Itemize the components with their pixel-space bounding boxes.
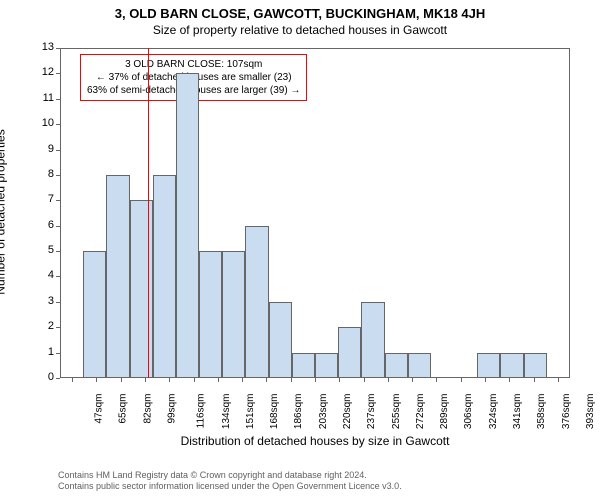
y-tick: [56, 150, 60, 151]
x-tick: [436, 378, 437, 382]
y-tick-label: 7: [30, 193, 54, 205]
annotation-line-1: 3 OLD BARN CLOSE: 107sqm: [87, 58, 300, 71]
x-tick: [145, 378, 146, 382]
y-tick-label: 9: [30, 143, 54, 155]
x-tick: [169, 378, 170, 382]
y-tick-label: 8: [30, 168, 54, 180]
x-tick: [534, 378, 535, 382]
histogram-bar: [176, 73, 199, 378]
x-tick-label: 272sqm: [415, 394, 426, 430]
histogram-bar: [130, 200, 153, 378]
y-tick: [56, 200, 60, 201]
x-tick-label: 237sqm: [366, 394, 377, 430]
histogram-bar: [292, 353, 315, 378]
histogram-bar: [477, 353, 500, 378]
marker-line: [148, 48, 149, 378]
y-tick-label: 10: [30, 117, 54, 129]
histogram-bar: [245, 226, 268, 378]
x-tick: [315, 378, 316, 382]
y-tick: [56, 378, 60, 379]
y-tick-label: 5: [30, 244, 54, 256]
x-tick: [485, 378, 486, 382]
x-tick-label: 376sqm: [561, 394, 572, 430]
footer-line-1: Contains HM Land Registry data © Crown c…: [58, 470, 402, 481]
x-tick-label: 324sqm: [488, 394, 499, 430]
x-tick: [364, 378, 365, 382]
x-tick-label: 151sqm: [245, 394, 256, 430]
x-tick: [412, 378, 413, 382]
histogram-bar: [524, 353, 547, 378]
y-tick-label: 6: [30, 219, 54, 231]
x-tick-label: 134sqm: [221, 394, 232, 430]
y-tick: [56, 175, 60, 176]
y-tick: [56, 226, 60, 227]
x-tick: [339, 378, 340, 382]
x-tick-label: 168sqm: [269, 394, 280, 430]
footer-text: Contains HM Land Registry data © Crown c…: [58, 470, 402, 492]
x-tick-label: 358sqm: [536, 394, 547, 430]
x-tick: [96, 378, 97, 382]
x-tick: [121, 378, 122, 382]
histogram-bar: [500, 353, 523, 378]
histogram-bar: [153, 175, 176, 378]
y-tick: [56, 276, 60, 277]
histogram-bar: [83, 251, 106, 378]
y-tick: [56, 124, 60, 125]
chart-title: 3, OLD BARN CLOSE, GAWCOTT, BUCKINGHAM, …: [0, 0, 600, 21]
x-tick-label: 306sqm: [464, 394, 475, 430]
y-tick-label: 0: [30, 371, 54, 383]
histogram-bar: [338, 327, 361, 378]
x-tick-label: 116sqm: [196, 394, 207, 429]
y-tick: [56, 73, 60, 74]
y-tick: [56, 302, 60, 303]
x-tick: [558, 378, 559, 382]
x-axis-label: Distribution of detached houses by size …: [60, 434, 570, 448]
histogram-bar: [315, 353, 338, 378]
x-tick-label: 99sqm: [167, 394, 178, 424]
x-tick-label: 47sqm: [94, 394, 105, 424]
x-tick: [461, 378, 462, 382]
x-tick: [72, 378, 73, 382]
footer-line-2: Contains public sector information licen…: [58, 481, 402, 492]
x-tick-label: 289sqm: [439, 394, 450, 430]
x-tick-label: 65sqm: [118, 394, 129, 424]
x-tick: [509, 378, 510, 382]
x-tick-label: 203sqm: [318, 394, 329, 430]
x-tick-label: 341sqm: [512, 394, 523, 430]
y-tick: [56, 251, 60, 252]
x-tick: [291, 378, 292, 382]
y-tick-label: 13: [30, 41, 54, 53]
histogram-bar: [385, 353, 408, 378]
x-tick: [388, 378, 389, 382]
x-tick: [242, 378, 243, 382]
histogram-bar: [408, 353, 431, 378]
chart-container: 3, OLD BARN CLOSE, GAWCOTT, BUCKINGHAM, …: [0, 0, 600, 500]
x-tick: [218, 378, 219, 382]
x-tick: [266, 378, 267, 382]
x-tick-label: 186sqm: [294, 394, 305, 430]
x-tick-label: 255sqm: [391, 394, 402, 430]
x-tick-label: 82sqm: [142, 394, 153, 424]
y-tick-label: 1: [30, 346, 54, 358]
y-tick: [56, 99, 60, 100]
histogram-bar: [106, 175, 129, 378]
y-tick-label: 2: [30, 320, 54, 332]
y-tick-label: 11: [30, 92, 54, 104]
histogram-bar: [269, 302, 292, 378]
y-tick-label: 12: [30, 66, 54, 78]
chart-subtitle: Size of property relative to detached ho…: [0, 21, 600, 37]
y-tick-label: 4: [30, 269, 54, 281]
histogram-bar: [361, 302, 384, 378]
y-tick-label: 3: [30, 295, 54, 307]
x-tick-label: 220sqm: [342, 394, 353, 430]
x-tick-label: 393sqm: [585, 394, 596, 430]
y-tick: [56, 327, 60, 328]
y-tick: [56, 48, 60, 49]
y-tick: [56, 353, 60, 354]
histogram-bar: [199, 251, 222, 378]
y-axis-label: Number of detached properties: [0, 129, 8, 294]
histogram-bar: [222, 251, 245, 378]
x-tick: [194, 378, 195, 382]
